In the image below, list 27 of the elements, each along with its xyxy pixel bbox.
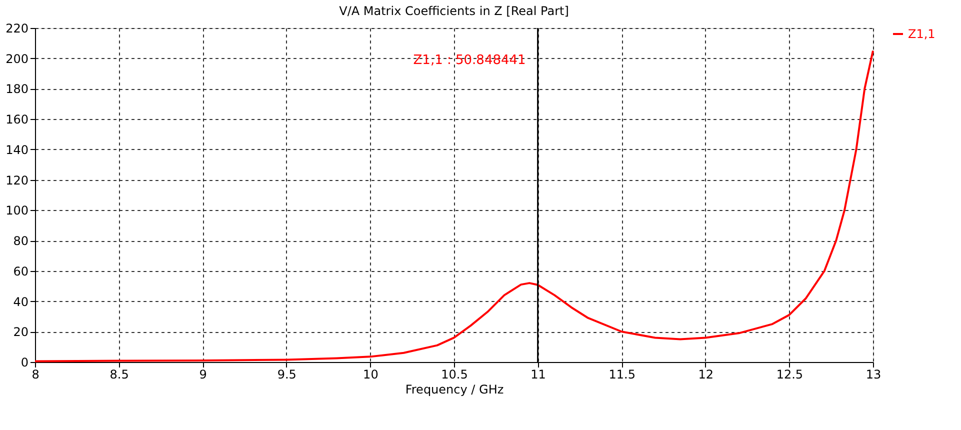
legend-label: Z1,1	[908, 27, 936, 41]
x-tick-label: 8.5	[110, 368, 129, 382]
x-tick-label: 11.5	[608, 368, 636, 382]
x-tick-label: 10.5	[441, 368, 468, 382]
x-tick-label: 8	[32, 368, 40, 382]
y-tick-label: 60	[13, 264, 28, 278]
annotation: Z1,1 : 50.848441	[413, 53, 526, 68]
y-tick-label: 20	[13, 325, 28, 340]
x-tick-label: 13	[866, 368, 882, 382]
chart-title: V/A Matrix Coefficients in Z [Real Part]	[339, 4, 569, 18]
x-tick-label: 9	[199, 368, 207, 382]
y-tick-label: 220	[6, 22, 28, 36]
y-tick-label: 180	[6, 82, 28, 96]
y-tick-label: 200	[6, 52, 28, 66]
y-tick-label: 120	[6, 173, 28, 188]
x-tick-label: 10	[363, 368, 378, 382]
x-tick-label: 11	[530, 368, 546, 382]
y-tick-label: 40	[13, 294, 28, 309]
x-axis-title: Frequency / GHz	[405, 382, 504, 396]
x-tick-label: 12.5	[776, 368, 804, 382]
y-tick-label: 160	[6, 112, 28, 127]
y-tick-label: 100	[6, 204, 28, 218]
x-tick-label: 9.5	[277, 368, 296, 382]
y-tick-label: 0	[20, 356, 28, 370]
x-tick-label: 12	[698, 368, 714, 382]
y-tick-label: 80	[13, 234, 28, 248]
y-tick-label: 140	[6, 142, 28, 157]
